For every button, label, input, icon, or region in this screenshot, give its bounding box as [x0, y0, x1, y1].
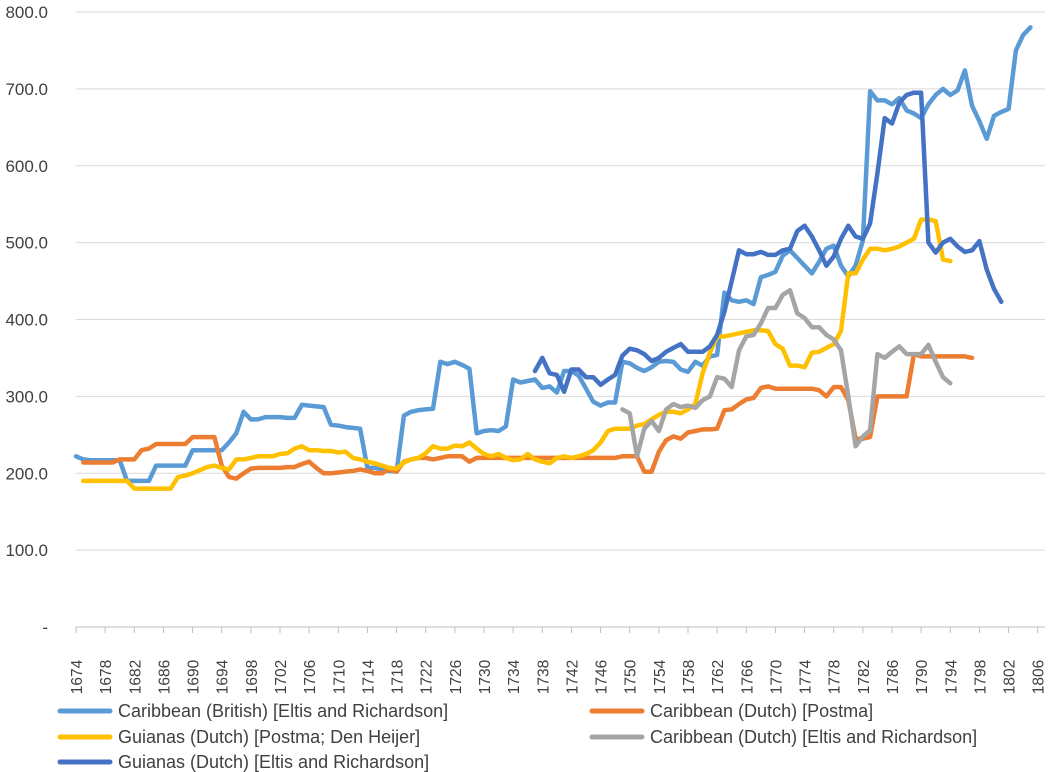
series-line-3 — [81, 217, 953, 491]
x-tick-label: 1778 — [827, 660, 844, 694]
x-tick-label: 1678 — [98, 660, 115, 694]
x-tick-label: 1710 — [331, 659, 348, 694]
x-tick-label: 1714 — [360, 659, 377, 694]
x-tick-label: 1758 — [681, 660, 698, 694]
x-tick-label: 1698 — [244, 660, 261, 694]
x-tick-label: 1686 — [156, 660, 173, 694]
series-line-2 — [81, 351, 975, 481]
x-tick-label: 1690 — [186, 659, 203, 694]
x-tick-label: 1738 — [535, 660, 552, 694]
series-line-1 — [73, 25, 1033, 484]
x-tick-label: 1770 — [768, 659, 785, 694]
legend-label: Caribbean (British) [Eltis and Richardso… — [118, 701, 448, 721]
x-tick-label: 1674 — [69, 659, 86, 694]
x-tick-label: 1798 — [972, 660, 989, 694]
y-tick-label: 300.0 — [5, 387, 48, 406]
x-tick-label: 1786 — [885, 660, 902, 694]
x-tick-label: 1682 — [127, 660, 144, 694]
y-tick-label: 700.0 — [5, 80, 48, 99]
x-tick-label: 1794 — [943, 659, 960, 694]
series-line-5 — [532, 90, 1004, 395]
plot-area — [73, 25, 1033, 491]
x-tick-label: 1802 — [1002, 660, 1019, 694]
gridlines — [76, 11, 1045, 628]
x-tick-label: 1718 — [390, 660, 407, 694]
y-tick-label: - — [42, 618, 48, 637]
legend-label: Guianas (Dutch) [Eltis and Richardson] — [118, 752, 429, 772]
legend-label: Guianas (Dutch) [Postma; Den Heijer] — [118, 727, 420, 747]
y-tick-label: 400.0 — [5, 311, 48, 330]
legend: Caribbean (British) [Eltis and Richardso… — [57, 701, 977, 772]
x-tick-label: 1766 — [739, 660, 756, 694]
x-tick-label: 1762 — [710, 660, 727, 694]
y-tick-label: 600.0 — [5, 157, 48, 176]
y-tick-label: 200.0 — [5, 464, 48, 483]
x-tick-label: 1790 — [914, 659, 931, 694]
y-tick-label: 500.0 — [5, 234, 48, 253]
legend-label: Caribbean (Dutch) [Postma] — [650, 701, 873, 721]
x-tick-label: 1782 — [856, 660, 873, 694]
x-tick-label: 1774 — [798, 659, 815, 694]
x-tick-label: 1706 — [302, 660, 319, 694]
y-tick-label: 800.0 — [5, 3, 48, 22]
x-tick-label: 1694 — [215, 659, 232, 694]
x-tick-label: 1750 — [623, 659, 640, 694]
y-axis: - 100.0 200.0 300.0 400.0 500.0 600.0 700.0 800.… — [5, 3, 48, 637]
y-tick-label: 100.0 — [5, 541, 48, 560]
legend-label: Caribbean (Dutch) [Eltis and Richardson] — [650, 727, 977, 747]
x-tick-label: 1734 — [506, 659, 523, 694]
x-tick-label: 1702 — [273, 660, 290, 694]
x-tick-label: 1754 — [652, 659, 669, 694]
x-tick-label: 1746 — [594, 660, 611, 694]
x-axis: 1674 1678 1682 1686 1690 1694 1698 1702 1706 1710… — [69, 627, 1048, 694]
x-tick-label: 1730 — [477, 659, 494, 694]
x-tick-label: 1722 — [419, 660, 436, 694]
x-tick-label: 1806 — [1031, 660, 1048, 694]
x-tick-label: 1726 — [448, 660, 465, 694]
series-line-4 — [620, 288, 953, 459]
x-tick-label: 1742 — [564, 660, 581, 694]
